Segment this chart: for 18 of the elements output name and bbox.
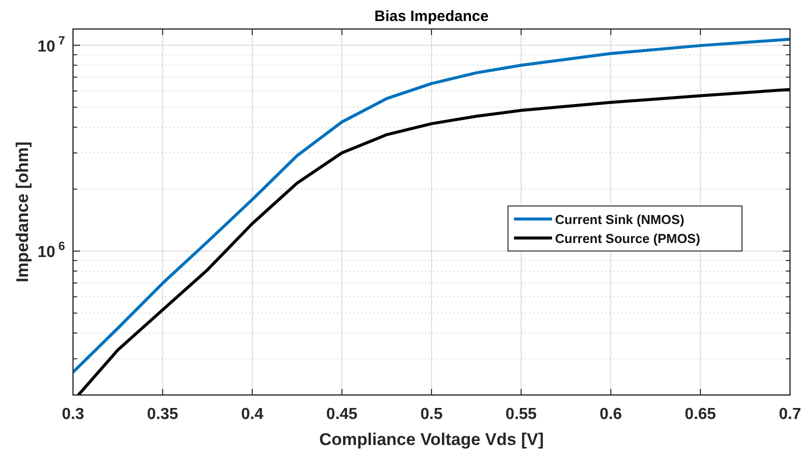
x-tick-label: 0.65 bbox=[684, 406, 716, 423]
x-tick-label: 0.3 bbox=[62, 406, 84, 423]
y-axis-title: Impedance [ohm] bbox=[13, 142, 32, 282]
y-tick-label: 10$^{6}$ bbox=[38, 239, 66, 262]
x-axis-title: Compliance Voltage Vds [V] bbox=[319, 430, 544, 449]
line-series bbox=[76, 88, 790, 395]
x-tick-label: 0.35 bbox=[147, 406, 178, 423]
x-tick-label: 0.55 bbox=[506, 406, 537, 423]
x-tick-label: 0.4 bbox=[241, 406, 264, 423]
y-tick-label: 10$^{7}$ bbox=[38, 33, 66, 56]
line-series bbox=[73, 38, 790, 374]
x-tick-label: 0.5 bbox=[420, 406, 443, 423]
chart-title: Bias Impedance bbox=[374, 8, 489, 25]
legend-label: Current Source (PMOS) bbox=[555, 231, 700, 246]
x-tick-label: 0.45 bbox=[326, 406, 358, 423]
legend-label: Current Sink (NMOS) bbox=[555, 212, 684, 227]
x-tick-label: 0.7 bbox=[778, 406, 802, 423]
x-tick-label: 0.6 bbox=[600, 406, 622, 423]
